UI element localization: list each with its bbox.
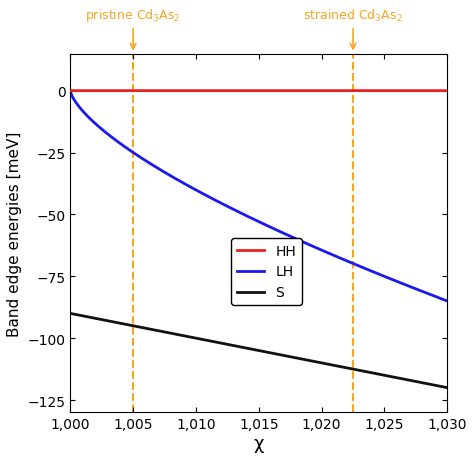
HH [241, 89, 246, 94]
HH [251, 89, 256, 94]
LH [445, 299, 450, 304]
Text: strained Cd$_3$As$_2$: strained Cd$_3$As$_2$ [303, 8, 403, 50]
LH [87, 116, 92, 122]
LH [433, 294, 439, 300]
HH [67, 89, 73, 94]
S [365, 369, 370, 375]
HH [445, 89, 450, 94]
Y-axis label: Band edge energies [meV]: Band edge energies [meV] [7, 131, 22, 336]
S [445, 385, 450, 391]
LH [67, 89, 73, 94]
LH [241, 212, 246, 218]
S [241, 345, 246, 351]
HH [365, 89, 370, 94]
S [67, 311, 73, 316]
Line: LH: LH [70, 91, 447, 302]
LH [365, 267, 370, 273]
S [251, 347, 256, 353]
Legend: HH, LH, S: HH, LH, S [231, 239, 302, 305]
S [434, 383, 439, 388]
HH [433, 89, 439, 94]
LH [434, 294, 439, 300]
S [433, 383, 439, 388]
HH [87, 89, 92, 94]
Line: S: S [70, 313, 447, 388]
S [87, 315, 92, 320]
Text: pristine Cd$_3$As$_2$: pristine Cd$_3$As$_2$ [85, 7, 181, 50]
X-axis label: χ: χ [254, 434, 264, 452]
LH [251, 217, 256, 223]
HH [434, 89, 439, 94]
